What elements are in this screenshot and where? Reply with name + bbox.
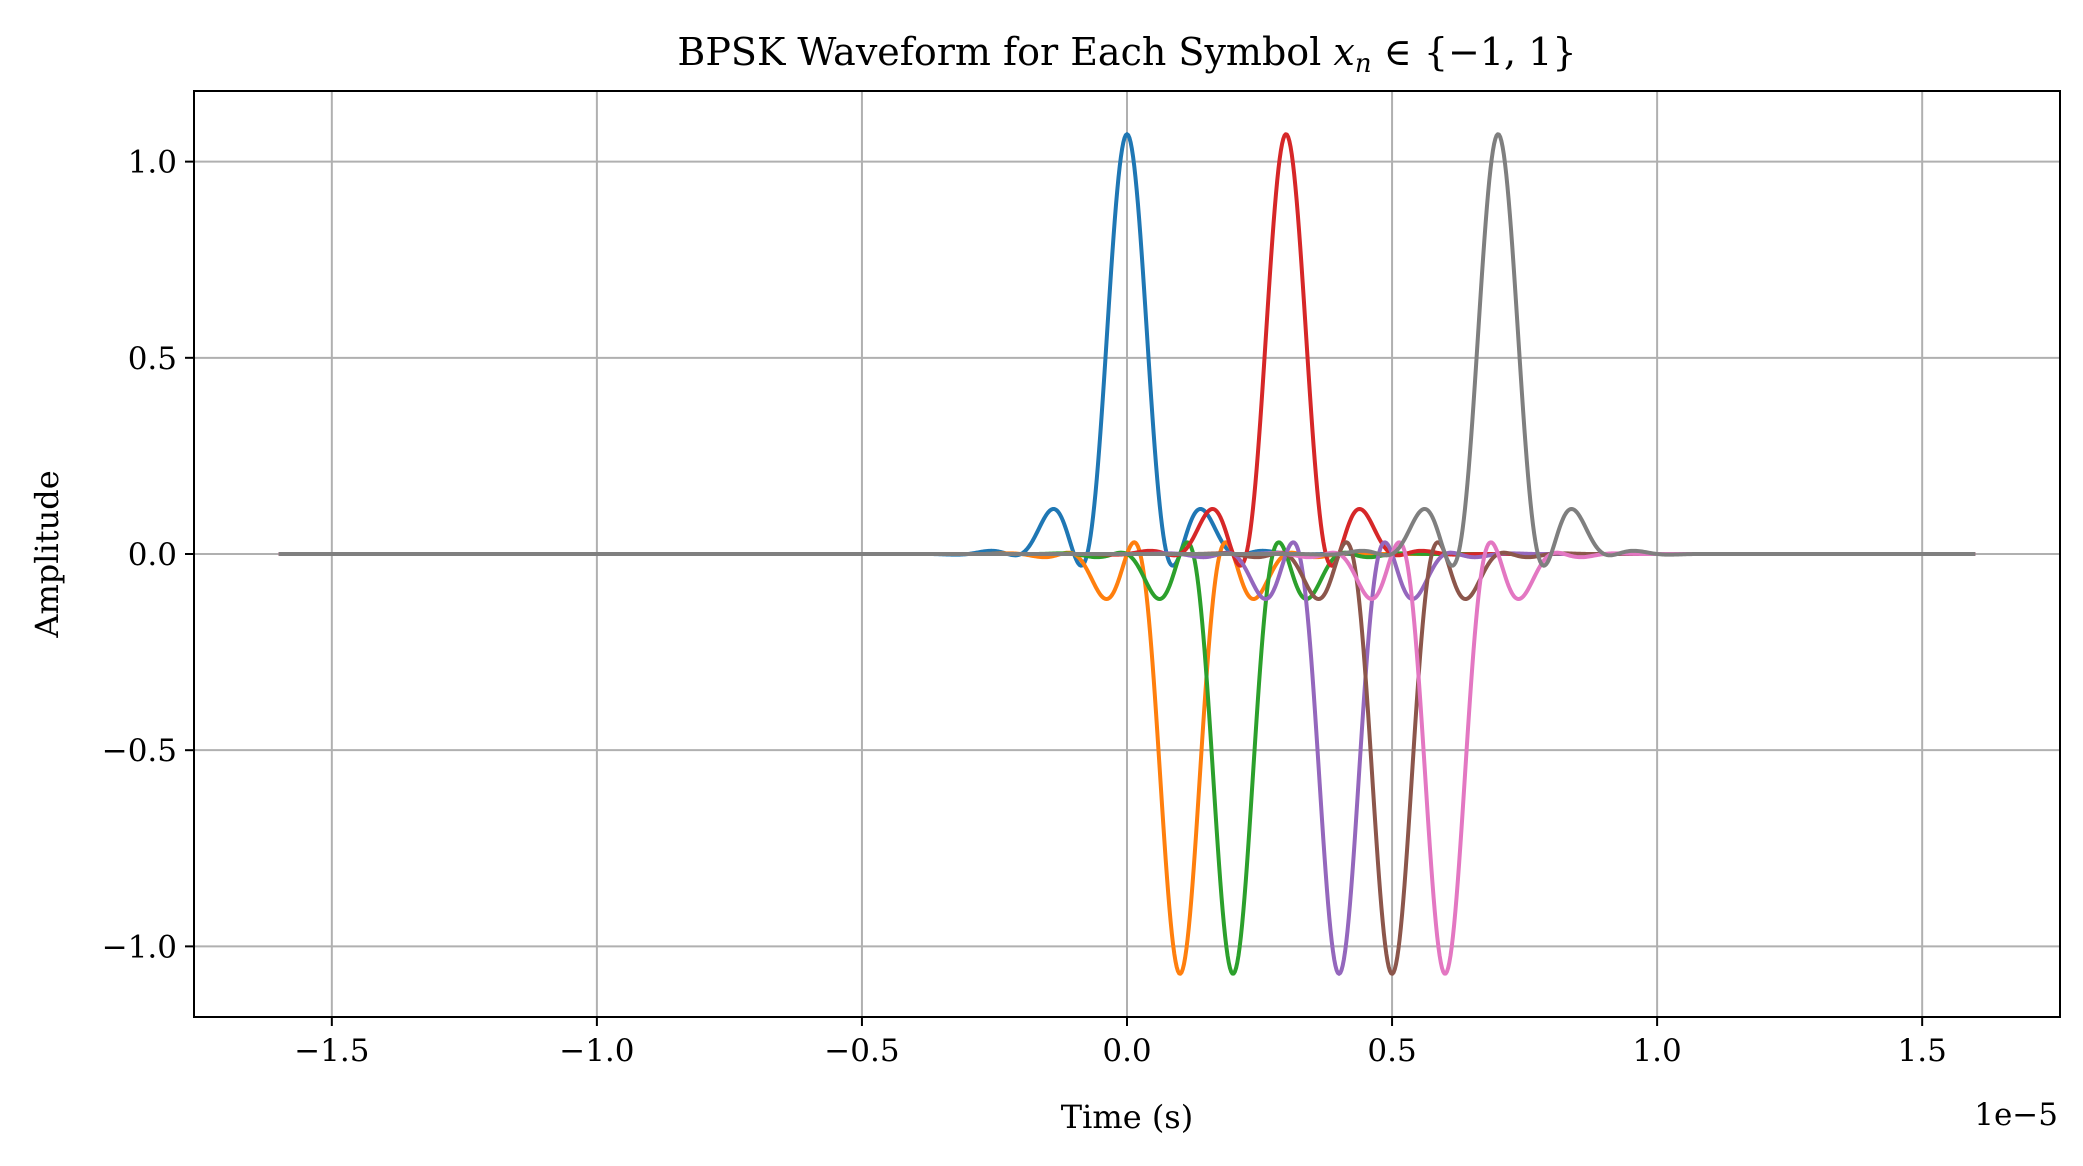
chart-title-variable: x bbox=[1333, 30, 1354, 74]
x-tick-label: 0.5 bbox=[1367, 1033, 1416, 1069]
x-tick-label: −0.5 bbox=[824, 1033, 899, 1069]
x-tick-label: 0.0 bbox=[1102, 1033, 1151, 1069]
x-tick-label: −1.5 bbox=[294, 1033, 369, 1069]
y-tick-label: −1.0 bbox=[102, 929, 177, 965]
series-line-8 bbox=[278, 132, 1976, 568]
chart-title: BPSK Waveform for Each Symbol xn ∈ {−1, … bbox=[677, 30, 1576, 79]
x-tick-label: 1.0 bbox=[1632, 1033, 1681, 1069]
chart-title-suffix: ∈ {−1, 1} bbox=[1372, 30, 1577, 74]
y-tick-label: 1.0 bbox=[128, 145, 177, 181]
x-tick-label: −1.0 bbox=[559, 1033, 634, 1069]
chart-title-prefix: BPSK Waveform for Each Symbol bbox=[677, 30, 1333, 74]
ticks: −1.5 −1.0 −0.5 0.0 0.5 1.0 1.5 −1.0 −0.5 0.0 0.5 1.… bbox=[102, 145, 1947, 1069]
y-tick-label: 0.5 bbox=[128, 341, 177, 377]
y-tick-label: −0.5 bbox=[102, 733, 177, 769]
y-axis-label: Amplitude bbox=[28, 470, 66, 638]
series-lines bbox=[278, 132, 1976, 976]
chart-title-subscript: n bbox=[1355, 49, 1372, 79]
x-axis-label: Time (s) bbox=[1061, 1098, 1193, 1136]
y-tick-label: 0.0 bbox=[128, 537, 177, 573]
x-tick-label: 1.5 bbox=[1898, 1033, 1947, 1069]
x-axis-offset-text: 1e−5 bbox=[1974, 1097, 2058, 1133]
